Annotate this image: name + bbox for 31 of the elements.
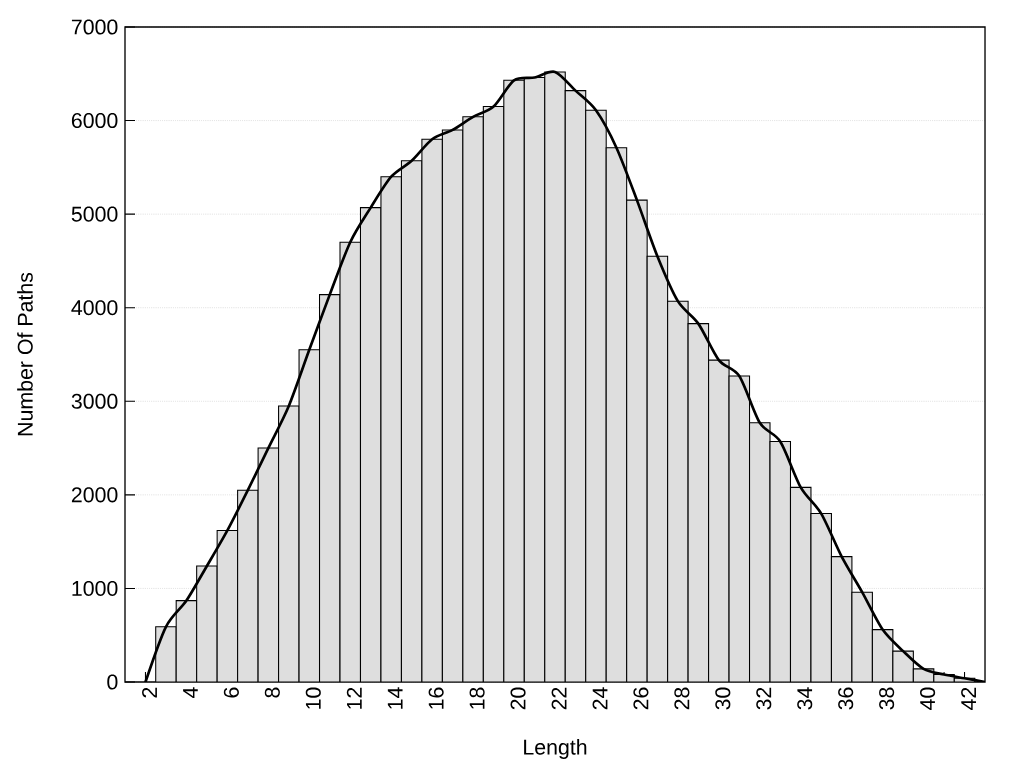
x-tick-label: 38	[879, 687, 895, 710]
y-tick-label: 6000	[71, 113, 118, 129]
y-tick-label: 3000	[71, 393, 118, 409]
x-tick-label: 26	[633, 687, 649, 710]
x-tick-label: 8	[264, 687, 280, 698]
x-tick-label: 4	[183, 687, 198, 699]
x-tick-label: 14	[387, 687, 403, 709]
y-tick-label: 5000	[71, 206, 118, 222]
x-tick-label: 22	[551, 687, 567, 710]
x-tick-label: 34	[797, 687, 813, 710]
x-tick-label: 24	[592, 687, 608, 710]
x-tick-label: 42	[961, 687, 976, 710]
x-tick-label: 16	[428, 687, 444, 709]
y-axis-title: Number Of Paths	[17, 272, 33, 436]
x-tick-label: 36	[838, 687, 854, 710]
y-tick-label: 7000	[71, 19, 118, 35]
x-tick-label: 18	[469, 687, 485, 709]
x-tick-label: 40	[920, 687, 936, 710]
x-tick-label: 28	[674, 687, 690, 710]
x-axis-title: Length	[524, 739, 587, 759]
x-tick-label: 10	[305, 687, 321, 709]
x-tick-label: 6	[223, 687, 239, 698]
x-tick-label: 2	[142, 687, 157, 698]
x-tick-label: 32	[756, 687, 772, 710]
x-tick-label: 12	[346, 687, 362, 709]
y-tick-label: 1000	[72, 580, 118, 596]
y-tick-label: 2000	[71, 487, 118, 503]
x-tick-label: 30	[715, 687, 731, 710]
y-tick-label: 0	[107, 674, 118, 690]
x-tick-label: 20	[510, 687, 526, 710]
y-tick-label: 4000	[71, 300, 118, 316]
